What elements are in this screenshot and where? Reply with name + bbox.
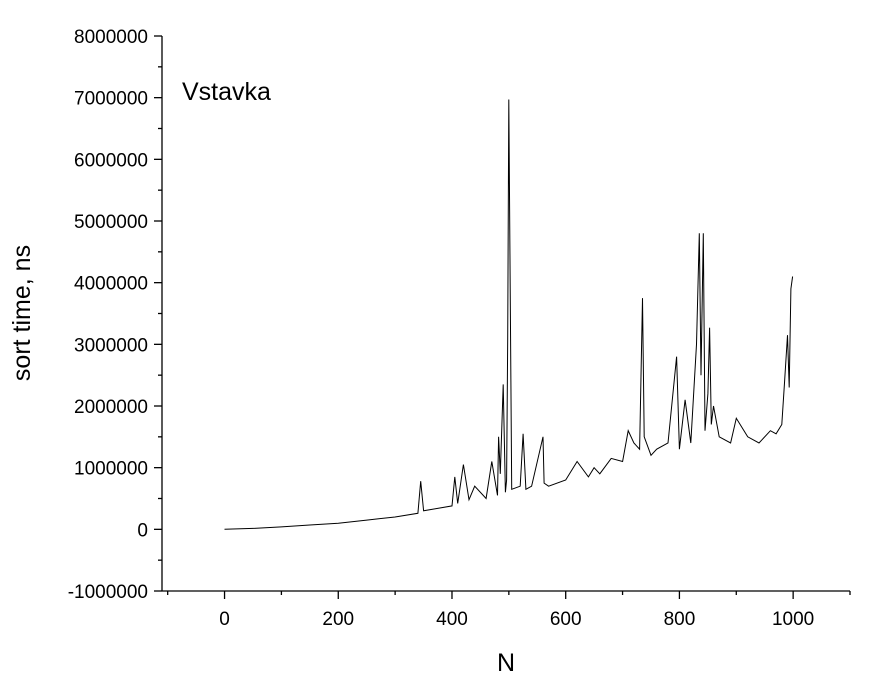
x-axis-title: N — [497, 649, 515, 677]
y-tick-label: 1000000 — [74, 459, 148, 480]
y-tick-label: 7000000 — [74, 89, 148, 110]
y-tick-label: 2000000 — [74, 397, 148, 418]
x-tick-label: 0 — [219, 609, 230, 630]
x-axis-ticks: 0 200 400 600 800 1000 — [167, 591, 851, 630]
x-tick-label: 800 — [664, 609, 696, 630]
x-tick-label: 400 — [436, 609, 468, 630]
y-tick-label: 8000000 — [74, 27, 148, 48]
x-tick-label: 200 — [322, 609, 354, 630]
series-group — [224, 99, 794, 530]
series-line — [224, 99, 794, 530]
x-tick-label: 1000 — [772, 609, 814, 630]
y-tick-label: -1000000 — [68, 582, 148, 603]
x-tick-label: 600 — [550, 609, 582, 630]
axes-frame — [161, 36, 850, 592]
y-tick-label: 0 — [137, 520, 148, 541]
y-axis-title: sort time, ns — [8, 245, 36, 381]
y-axis-ticks: -1000000 0 1000000 2000000 3000000 4000000 500… — [68, 27, 162, 603]
y-tick-label: 4000000 — [74, 274, 148, 295]
chart-annotation: Vstavka — [182, 78, 271, 106]
y-tick-label: 3000000 — [74, 335, 148, 356]
y-tick-label: 6000000 — [74, 150, 148, 171]
y-tick-label: 5000000 — [74, 212, 148, 233]
